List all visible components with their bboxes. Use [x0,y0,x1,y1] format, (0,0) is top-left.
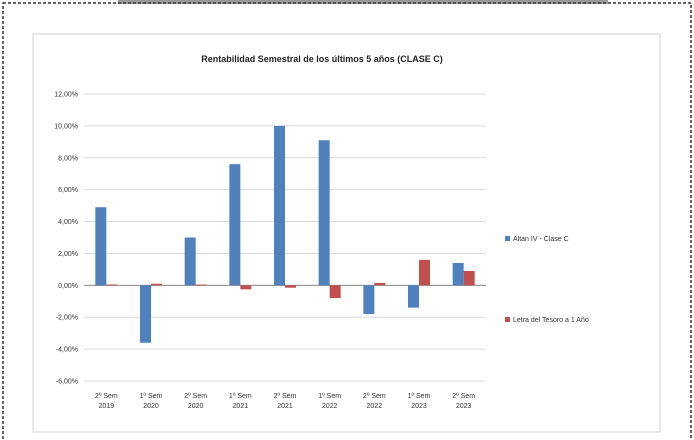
bars [95,125,475,343]
y-tick-label: 10,00% [54,123,78,130]
bar [184,237,196,286]
x-tick-label: 2023 [411,403,427,410]
bar [419,259,430,286]
bar [151,283,162,286]
bar [140,285,151,343]
bar [106,284,118,286]
bar [452,263,464,286]
bar [363,285,375,315]
bar [318,140,330,286]
x-tick-label: 2022 [367,403,383,410]
x-tick-label: 2021 [233,403,249,410]
y-tick-label: -6,00% [56,379,78,386]
bar [463,270,475,286]
x-tick-label: 1º Sem [318,393,341,400]
x-tick-label: 2019 [99,403,115,410]
y-tick-label: 0,00% [58,283,78,290]
x-tick-label: 2º Sem [184,393,207,400]
y-tick-label: -2,00% [56,315,78,322]
x-tick-label: 2021 [277,403,293,410]
bar [95,207,107,286]
y-tick-label: -4,00% [56,347,78,354]
x-tick-label: 1º Sem [140,393,163,400]
x-tick-label: 2022 [322,403,338,410]
x-tick-label: 1º Sem [229,393,252,400]
x-tick-label: 2023 [456,403,472,410]
x-tick-label: 1º Sem [408,393,431,400]
x-tick-label: 2º Sem [363,393,386,400]
legend-label: Letra del Tesoro a 1 Año [513,317,589,324]
x-tick-label: 2020 [188,403,204,410]
bar [408,285,419,308]
bar [240,285,252,290]
legend-label: Altan IV - Clase C [513,236,569,243]
chart-title: Rentabilidad Semestral de los últimos 5 … [201,54,443,64]
bar [285,285,296,288]
chart-panel [32,33,661,433]
y-tick-label: 2,00% [58,251,78,258]
legend-swatch [505,317,510,322]
x-tick-label: 2º Sem [452,393,475,400]
x-tick-label: 2020 [143,403,159,410]
bar [195,284,207,286]
bar [374,282,386,286]
bar [329,285,341,299]
y-tick-label: 12,00% [54,92,78,99]
x-tick-labels: 2º Sem 2019 1º Sem 2020 2º Sem 2020 1º Sem 2021… [95,393,475,410]
bar [229,164,241,286]
x-tick-label: 2º Sem [274,393,297,400]
cropped-heading [118,0,608,4]
legend-swatch [505,236,510,241]
y-tick-label: 8,00% [58,155,78,162]
y-tick-label: 4,00% [58,219,78,226]
bar [274,125,285,286]
x-tick-label: 2º Sem [95,393,118,400]
y-tick-label: 6,00% [58,187,78,194]
y-tick-labels: 12,00% 10,00% 8,00% 6,00% 4,00% 2,00% 0,00% -2,… [54,92,78,386]
legend: Altan IV - Clase C Letra del Tesoro a 1 A… [505,236,589,324]
